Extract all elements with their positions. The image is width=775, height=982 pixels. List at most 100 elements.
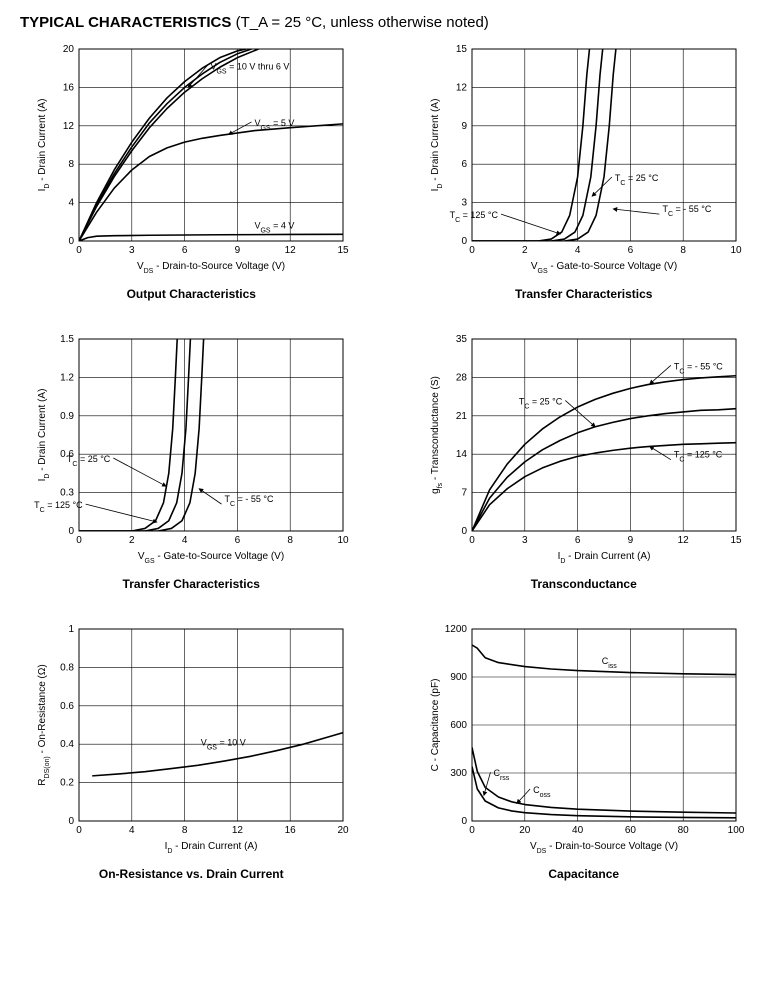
svg-text:12: 12 <box>456 82 468 93</box>
svg-text:0: 0 <box>461 526 467 537</box>
svg-text:20: 20 <box>338 825 350 836</box>
chart-title: On-Resistance vs. Drain Current <box>99 867 284 881</box>
svg-text:3: 3 <box>129 245 135 256</box>
svg-text:3: 3 <box>522 535 528 546</box>
svg-text:0.2: 0.2 <box>60 778 74 789</box>
chart-grid: 03691215048121620VDS - Drain-to-Source V… <box>20 41 755 881</box>
chart-title: Output Characteristics <box>127 287 256 301</box>
svg-text:0: 0 <box>461 816 467 827</box>
svg-text:4: 4 <box>69 198 75 209</box>
svg-text:12: 12 <box>232 825 244 836</box>
svg-text:40: 40 <box>572 825 584 836</box>
svg-text:0.4: 0.4 <box>60 739 74 750</box>
svg-text:ID - Drain Current (A): ID - Drain Current (A) <box>37 99 51 192</box>
svg-text:12: 12 <box>677 535 689 546</box>
svg-text:0.6: 0.6 <box>60 701 74 712</box>
svg-text:RDS(on) - On-Resistance (Ω): RDS(on) - On-Resistance (Ω) <box>37 664 51 785</box>
svg-text:VGS = 4 V: VGS = 4 V <box>255 221 295 235</box>
svg-text:0: 0 <box>76 825 82 836</box>
title-bold: TYPICAL CHARACTERISTICS <box>20 14 231 31</box>
svg-text:6: 6 <box>235 535 241 546</box>
svg-text:900: 900 <box>450 672 467 683</box>
panel-transconductance: 036912150714212835ID - Drain Current (A)… <box>413 331 756 591</box>
svg-text:0: 0 <box>69 816 75 827</box>
svg-text:2: 2 <box>129 535 135 546</box>
svg-text:VDS - Drain-to-Source Voltage: VDS - Drain-to-Source Voltage (V) <box>137 261 285 275</box>
svg-text:0: 0 <box>76 535 82 546</box>
chart-output: 03691215048121620VDS - Drain-to-Source V… <box>31 41 351 281</box>
svg-text:ID - Drain Current (A): ID - Drain Current (A) <box>557 551 650 565</box>
svg-text:1200: 1200 <box>445 624 468 635</box>
svg-text:TC = - 55 °C: TC = - 55 °C <box>674 361 723 375</box>
svg-text:3: 3 <box>461 198 467 209</box>
svg-text:16: 16 <box>63 82 75 93</box>
svg-text:C - Capacitance (pF): C - Capacitance (pF) <box>430 679 441 772</box>
svg-text:0: 0 <box>69 526 75 537</box>
chart-capacitance: 02040608010003006009001200VDS - Drain-to… <box>424 621 744 861</box>
svg-text:Crss: Crss <box>493 768 509 782</box>
svg-text:6: 6 <box>182 245 188 256</box>
svg-text:6: 6 <box>575 535 581 546</box>
chart-title: Transfer Characteristics <box>515 287 652 301</box>
svg-text:300: 300 <box>450 768 467 779</box>
svg-text:VGS - Gate-to-Source Voltage (: VGS - Gate-to-Source Voltage (V) <box>531 261 677 275</box>
panel-rdson: 0 4 8 12 16 20 0 0.2 0.4 0.6 0.8 1 ID - Drain Curren… <box>20 621 363 881</box>
svg-text:7: 7 <box>461 488 467 499</box>
svg-text:8: 8 <box>69 159 75 170</box>
svg-text:2: 2 <box>522 245 528 256</box>
svg-text:15: 15 <box>338 245 350 256</box>
svg-text:8: 8 <box>680 245 686 256</box>
chart-title: Transfer Characteristics <box>123 577 260 591</box>
panel-capacitance: 02040608010003006009001200VDS - Drain-to… <box>413 621 756 881</box>
svg-text:TC = 25 °C: TC = 25 °C <box>615 173 659 187</box>
svg-text:14: 14 <box>456 449 468 460</box>
svg-text:80: 80 <box>677 825 689 836</box>
svg-text:9: 9 <box>235 245 241 256</box>
svg-text:9: 9 <box>627 535 633 546</box>
chart-transfer-high: 024681003691215VGS - Gate-to-Source Volt… <box>424 41 744 281</box>
svg-text:ID - Drain Current (A): ID - Drain Current (A) <box>165 841 258 855</box>
svg-text:0: 0 <box>469 245 475 256</box>
svg-text:1.5: 1.5 <box>60 334 74 345</box>
svg-text:1: 1 <box>69 624 75 635</box>
svg-text:4: 4 <box>575 245 581 256</box>
svg-text:TC = 125 °C: TC = 125 °C <box>674 450 723 464</box>
svg-text:gfs - Transconductance (S): gfs - Transconductance (S) <box>430 376 444 494</box>
svg-text:VGS = 10 V thru 6 V: VGS = 10 V thru 6 V <box>211 61 290 75</box>
svg-text:8: 8 <box>288 535 294 546</box>
svg-text:16: 16 <box>285 825 297 836</box>
svg-text:9: 9 <box>461 121 467 132</box>
svg-text:20: 20 <box>63 44 75 55</box>
svg-text:4: 4 <box>129 825 135 836</box>
svg-text:0.8: 0.8 <box>60 662 74 673</box>
chart-transfer-low: 024681000.30.60.91.21.5VGS - Gate-to-Sou… <box>31 331 351 571</box>
svg-text:Coss: Coss <box>533 785 551 799</box>
panel-transfer-low: 024681000.30.60.91.21.5VGS - Gate-to-Sou… <box>20 331 363 591</box>
svg-text:12: 12 <box>63 121 75 132</box>
svg-text:VGS = 10 V: VGS = 10 V <box>201 737 246 751</box>
svg-text:8: 8 <box>182 825 188 836</box>
svg-text:TC = - 55 °C: TC = - 55 °C <box>225 494 274 508</box>
svg-text:Ciss: Ciss <box>601 656 617 670</box>
chart-title: Capacitance <box>548 867 619 881</box>
svg-text:15: 15 <box>730 535 742 546</box>
panel-transfer-high: 024681003691215VGS - Gate-to-Source Volt… <box>413 41 756 301</box>
svg-text:0: 0 <box>469 535 475 546</box>
svg-text:0.3: 0.3 <box>60 488 74 499</box>
svg-text:0: 0 <box>469 825 475 836</box>
svg-text:TC = 125 °C: TC = 125 °C <box>34 500 83 514</box>
svg-text:TC = 125 °C: TC = 125 °C <box>449 210 498 224</box>
svg-text:6: 6 <box>627 245 633 256</box>
svg-text:10: 10 <box>338 535 350 546</box>
svg-text:0: 0 <box>69 236 75 247</box>
svg-text:28: 28 <box>456 372 468 383</box>
svg-text:21: 21 <box>456 411 468 422</box>
svg-text:12: 12 <box>285 245 297 256</box>
svg-text:ID - Drain Current (A): ID - Drain Current (A) <box>430 99 444 192</box>
panel-output: 03691215048121620VDS - Drain-to-Source V… <box>20 41 363 301</box>
svg-text:TC = - 55 °C: TC = - 55 °C <box>662 204 711 218</box>
chart-title: Transconductance <box>531 577 637 591</box>
svg-text:15: 15 <box>456 44 468 55</box>
svg-text:20: 20 <box>519 825 531 836</box>
svg-text:ID - Drain Current (A): ID - Drain Current (A) <box>37 389 51 482</box>
